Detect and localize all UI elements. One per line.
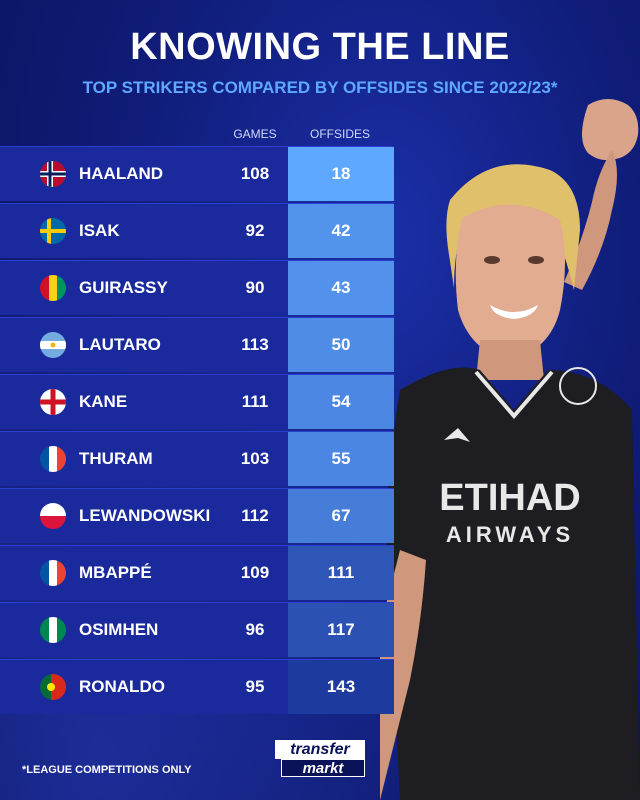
column-header-games: GAMES xyxy=(233,127,277,141)
logo-top-text: transfer xyxy=(275,740,365,759)
offsides-cell: 50 xyxy=(288,318,394,372)
table-row: ISAK 92 42 xyxy=(0,203,394,258)
poland-flag-icon xyxy=(40,503,66,529)
offsides-cell: 55 xyxy=(288,432,394,486)
offsides-value: 42 xyxy=(331,221,351,240)
games-value: 103 xyxy=(240,449,270,468)
player-name: LAUTARO xyxy=(79,335,161,354)
offsides-value: 50 xyxy=(331,335,351,354)
offsides-cell: 67 xyxy=(288,489,394,543)
player-name: OSIMHEN xyxy=(79,620,159,639)
offsides-value: 67 xyxy=(331,506,351,525)
games-value: 109 xyxy=(240,563,270,582)
table-row: OSIMHEN 96 117 xyxy=(0,602,394,657)
france-flag-icon xyxy=(40,446,66,472)
player-name: GUIRASSY xyxy=(79,278,168,297)
table-row: GUIRASSY 90 43 xyxy=(0,260,394,315)
england-flag-icon xyxy=(40,389,66,415)
footnote: *LEAGUE COMPETITIONS ONLY xyxy=(22,764,192,776)
offsides-cell: 143 xyxy=(288,660,394,714)
offsides-value: 18 xyxy=(331,164,351,183)
page-title: KNOWING THE LINE xyxy=(130,26,510,68)
offsides-cell: 54 xyxy=(288,375,394,429)
player-name: HAALAND xyxy=(79,164,164,183)
page-subtitle: TOP STRIKERS COMPARED BY OFFSIDES SINCE … xyxy=(82,78,558,97)
column-header-offsides: OFFSIDES xyxy=(309,127,370,141)
argentina-flag-icon xyxy=(40,332,66,358)
games-value: 90 xyxy=(245,278,265,297)
games-value: 108 xyxy=(240,164,270,183)
player-name: ISAK xyxy=(79,221,120,240)
games-value: 111 xyxy=(241,392,269,411)
logo-bottom-text: markt xyxy=(281,759,365,777)
norway-flag-icon xyxy=(40,161,66,187)
offsides-cell: 18 xyxy=(288,147,394,201)
table-row: THURAM 103 55 xyxy=(0,431,394,486)
offsides-value: 55 xyxy=(331,449,351,468)
player-image: ETIHAD AIRWAYS xyxy=(380,99,640,800)
transfermarkt-logo: transfer markt xyxy=(275,740,365,778)
table-row: LAUTARO 113 50 xyxy=(0,317,394,372)
games-value: 113 xyxy=(241,335,269,354)
table-row: KANE 111 54 xyxy=(0,374,394,429)
offsides-cell: 42 xyxy=(288,204,394,258)
portugal-flag-icon xyxy=(40,674,66,700)
club-crest-icon xyxy=(559,367,597,405)
shirt-sponsor-bottom: AIRWAYS xyxy=(446,522,574,547)
games-value: 92 xyxy=(245,221,265,240)
sweden-flag-icon xyxy=(40,218,66,244)
player-name: KANE xyxy=(79,392,128,411)
shirt-sponsor-top: ETIHAD xyxy=(439,477,580,519)
player-name: THURAM xyxy=(79,449,153,468)
guinea-flag-icon xyxy=(40,275,66,301)
offsides-cell: 111 xyxy=(288,546,394,600)
table-row: RONALDO 95 143 xyxy=(0,659,394,714)
games-value: 95 xyxy=(245,677,265,696)
offsides-value: 143 xyxy=(326,677,356,696)
puma-logo-icon xyxy=(444,428,470,442)
offsides-cell: 43 xyxy=(288,261,394,315)
games-value: 96 xyxy=(245,620,265,639)
france-flag-icon xyxy=(40,560,66,586)
offsides-value: 43 xyxy=(331,278,351,297)
offsides-value: 117 xyxy=(327,620,355,639)
offsides-value: 54 xyxy=(331,392,351,411)
offsides-value: 111 xyxy=(327,563,355,582)
player-name: MBAPPÉ xyxy=(79,563,152,582)
table-row: MBAPPÉ 109 111 xyxy=(0,545,394,600)
offsides-cell: 117 xyxy=(288,603,394,657)
table-row: HAALAND 108 18 xyxy=(0,146,394,201)
table-row: LEWANDOWSKI 112 67 xyxy=(0,488,394,543)
nigeria-flag-icon xyxy=(40,617,66,643)
games-value: 112 xyxy=(241,506,269,525)
player-name: LEWANDOWSKI xyxy=(79,506,211,525)
player-name: RONALDO xyxy=(79,677,165,696)
